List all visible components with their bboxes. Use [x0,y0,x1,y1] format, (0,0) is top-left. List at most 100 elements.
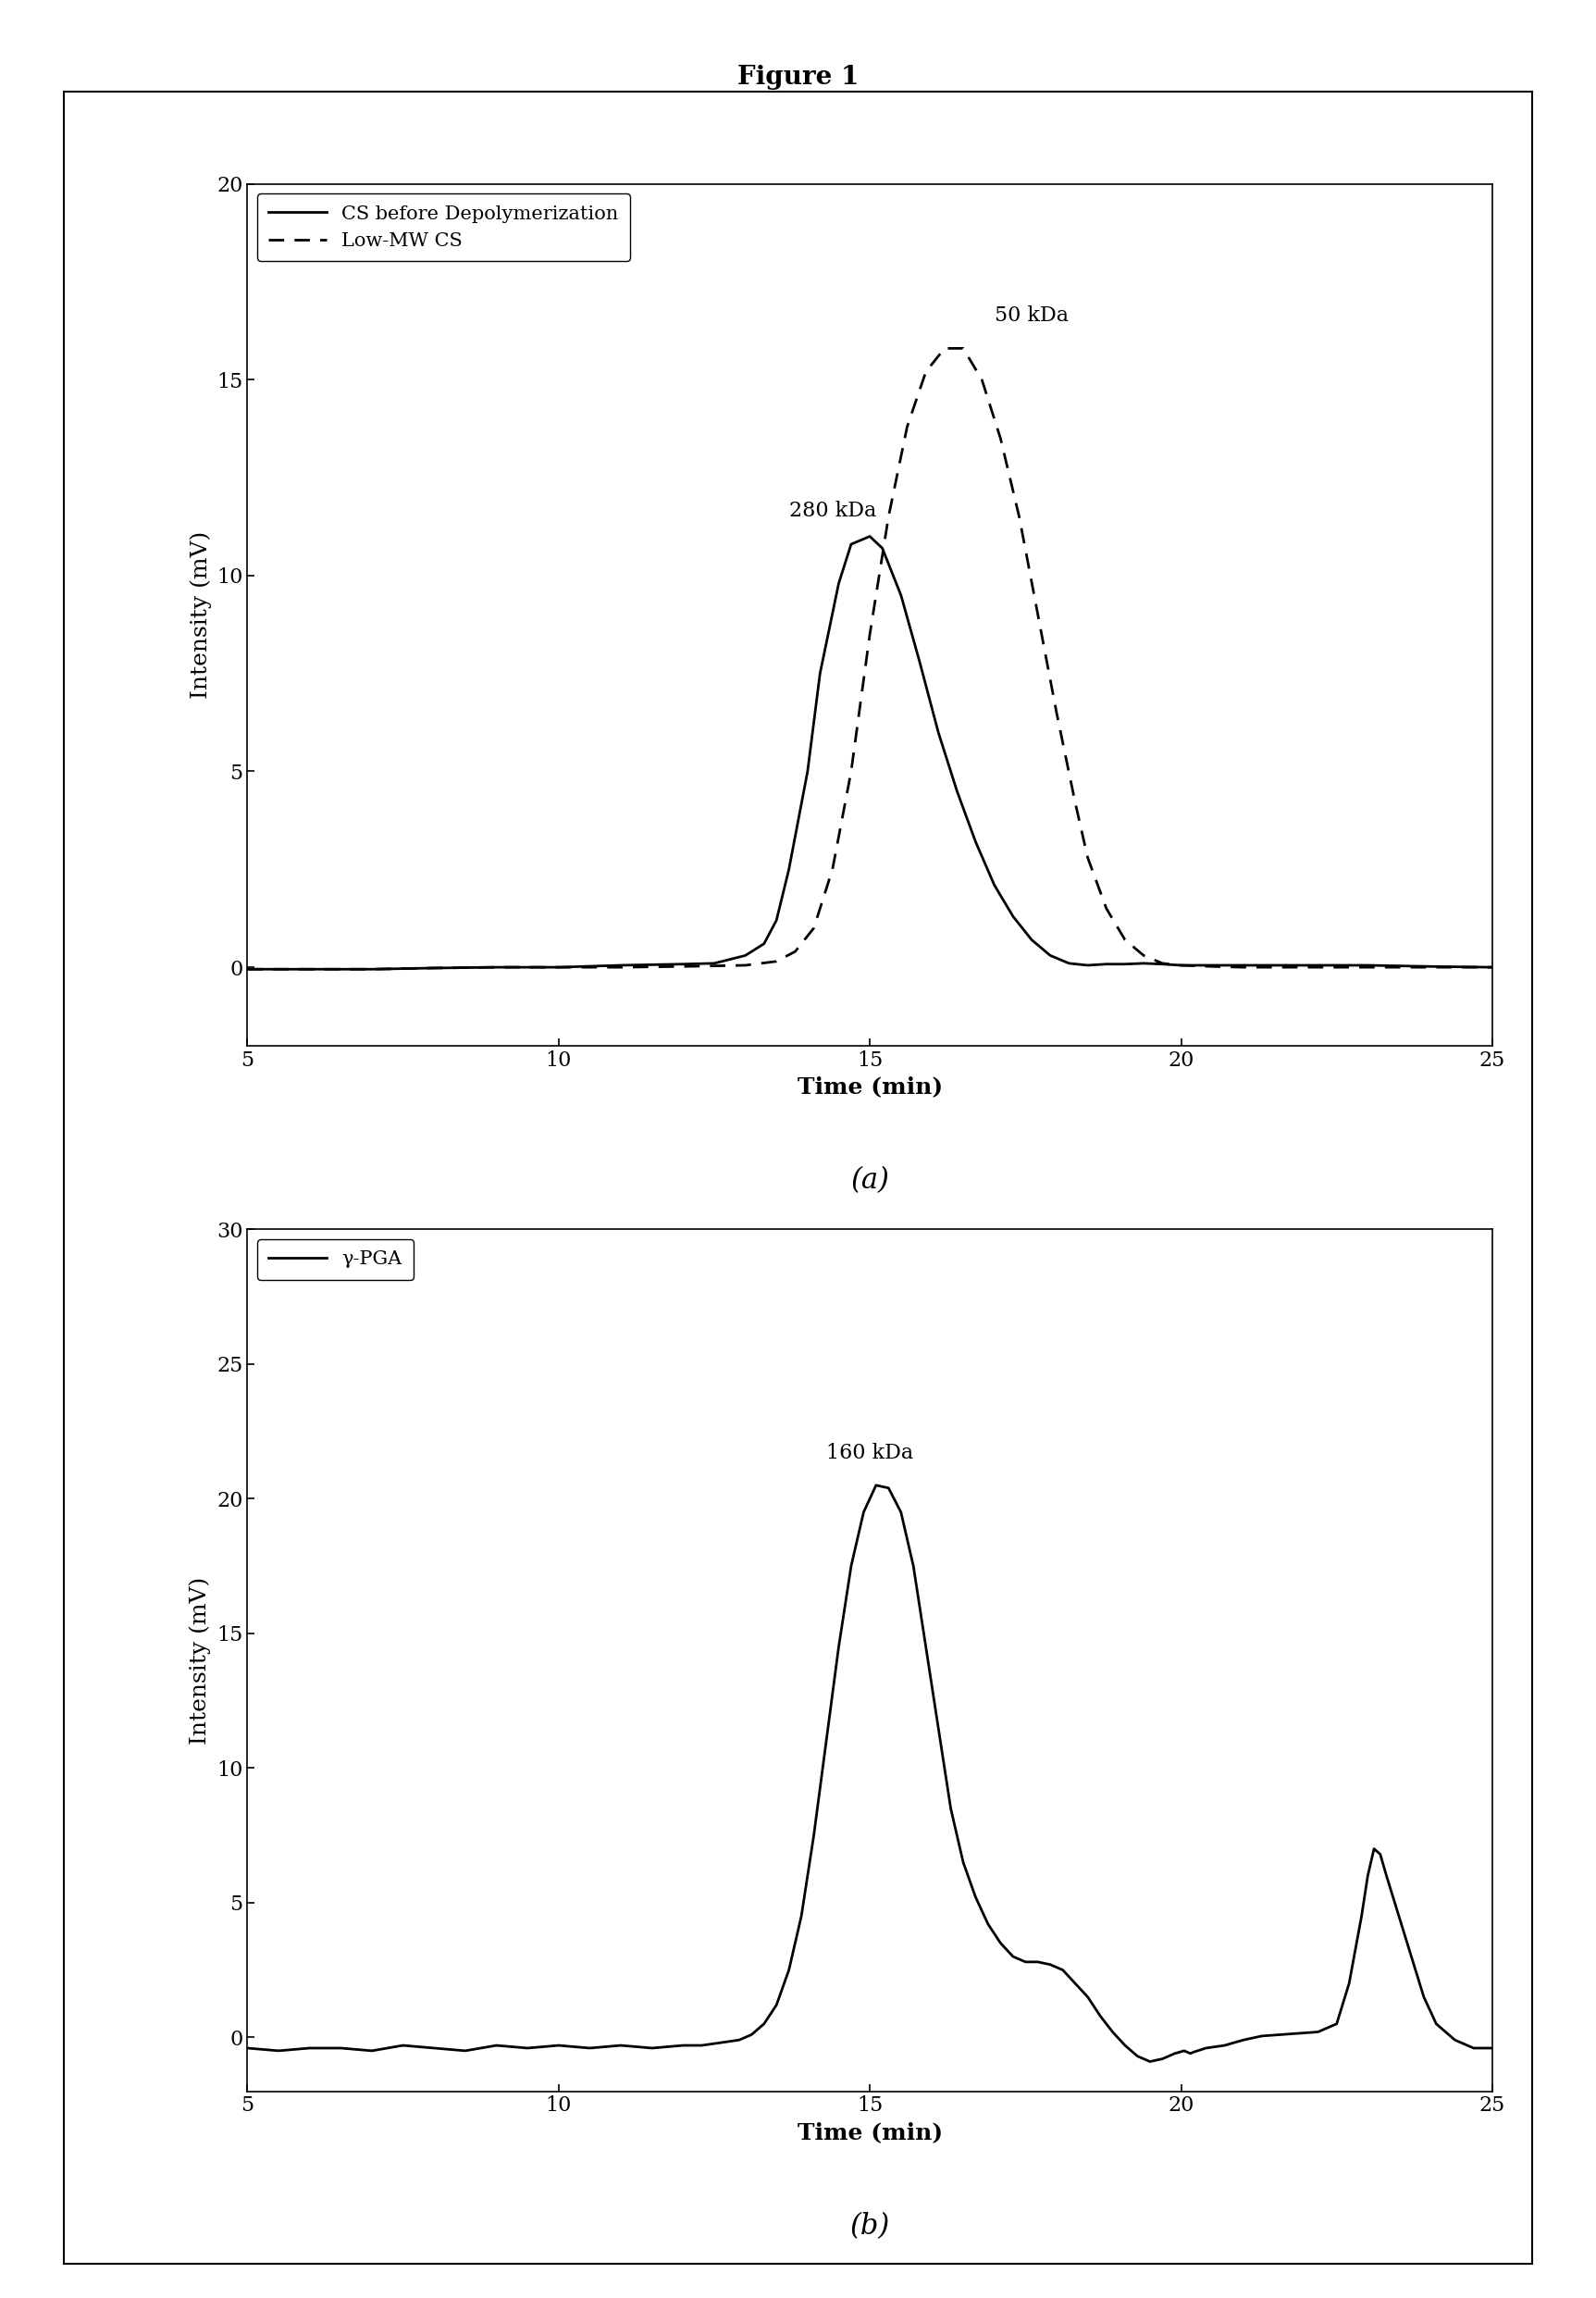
Y-axis label: Intensity (mV): Intensity (mV) [190,531,212,699]
CS before Depolymerization [910,648,929,676]
Low-MW CS [1483,954,1502,981]
CS before Depolymerization [1096,951,1116,979]
CS before Depolymerization [1420,954,1440,981]
Line: CS before Depolymerization: CS before Depolymerization [247,535,1492,970]
CS before Depolymerization [300,956,319,984]
Low-MW CS [954,336,974,363]
X-axis label: Time (min): Time (min) [796,2121,943,2144]
Low-MW CS [972,365,991,393]
Low-MW CS [1047,699,1066,726]
Text: 280 kDa: 280 kDa [788,501,876,522]
CS before Depolymerization [768,905,787,933]
X-axis label: Time (min): Time (min) [796,1075,943,1098]
Low-MW CS [1234,954,1253,981]
CS before Depolymerization [798,758,817,786]
Low-MW CS [1096,894,1116,921]
γ-PGA [867,1471,886,1498]
CS before Depolymerization [1483,954,1502,981]
Low-MW CS [425,954,444,981]
CS before Depolymerization [1234,951,1253,979]
Y-axis label: Intensity (mV): Intensity (mV) [190,1576,211,1744]
CS before Depolymerization [425,954,444,981]
Low-MW CS [1152,949,1171,977]
CS before Depolymerization [674,951,693,979]
γ-PGA [942,1795,961,1822]
CS before Depolymerization [811,660,830,687]
γ-PGA [1483,2034,1502,2061]
Low-MW CS [674,954,693,981]
CS before Depolymerization [549,954,568,981]
Low-MW CS [897,414,916,441]
Text: Figure 1: Figure 1 [737,64,859,90]
Low-MW CS [1066,788,1085,816]
Low-MW CS [1116,926,1135,954]
Low-MW CS [1358,954,1377,981]
γ-PGA [1197,2034,1216,2061]
Low-MW CS [768,947,787,974]
CS before Depolymerization [736,942,755,970]
Line: γ-PGA: γ-PGA [247,1485,1492,2061]
Low-MW CS [487,954,506,981]
CS before Depolymerization [611,951,630,979]
Text: (a): (a) [851,1165,889,1195]
Low-MW CS [1171,951,1191,979]
γ-PGA [830,1634,849,1661]
Line: Low-MW CS: Low-MW CS [247,349,1492,970]
Text: 50 kDa: 50 kDa [994,306,1068,326]
Low-MW CS [1420,954,1440,981]
Low-MW CS [362,956,381,984]
CS before Depolymerization [1060,949,1079,977]
CS before Depolymerization [1296,951,1315,979]
Low-MW CS [935,336,954,363]
Low-MW CS [860,620,879,648]
Low-MW CS [549,954,568,981]
CS before Depolymerization [860,522,879,549]
Low-MW CS [611,954,630,981]
CS before Depolymerization [487,954,506,981]
CS before Depolymerization [1004,903,1023,931]
CS before Depolymerization [1079,951,1098,979]
Low-MW CS [736,951,755,979]
CS before Depolymerization [705,949,725,977]
CS before Depolymerization [1358,951,1377,979]
CS before Depolymerization [966,827,985,855]
Low-MW CS [238,956,257,984]
CS before Depolymerization [830,570,849,597]
Low-MW CS [300,956,319,984]
CS before Depolymerization [755,931,774,958]
Text: (b): (b) [849,2211,891,2241]
CS before Depolymerization [948,777,967,804]
Low-MW CS [1010,503,1029,531]
CS before Depolymerization [841,531,860,558]
γ-PGA [1141,2048,1160,2075]
CS before Depolymerization [1116,951,1135,979]
CS before Depolymerization [1135,949,1154,977]
Low-MW CS [1079,843,1098,871]
γ-PGA [642,2034,662,2061]
Low-MW CS [1296,954,1315,981]
γ-PGA [393,2031,412,2059]
CS before Depolymerization [1171,951,1191,979]
CS before Depolymerization [929,719,948,747]
CS before Depolymerization [238,956,257,984]
Legend: γ-PGA: γ-PGA [257,1239,413,1280]
Low-MW CS [879,503,899,531]
γ-PGA [238,2034,257,2061]
Low-MW CS [841,758,860,786]
Low-MW CS [1028,600,1047,627]
Low-MW CS [824,855,843,882]
Legend: CS before Depolymerization, Low-MW CS: CS before Depolymerization, Low-MW CS [257,193,630,262]
Text: 160 kDa: 160 kDa [827,1443,913,1464]
Low-MW CS [991,425,1010,453]
CS before Depolymerization [1021,926,1041,954]
CS before Depolymerization [891,581,910,609]
γ-PGA [1015,1949,1034,1976]
CS before Depolymerization [1203,951,1223,979]
CS before Depolymerization [985,871,1004,899]
Low-MW CS [1203,954,1223,981]
CS before Depolymerization [779,855,798,882]
CS before Depolymerization [1152,951,1171,979]
Low-MW CS [1135,942,1154,970]
CS before Depolymerization [362,956,381,984]
Low-MW CS [804,915,824,942]
